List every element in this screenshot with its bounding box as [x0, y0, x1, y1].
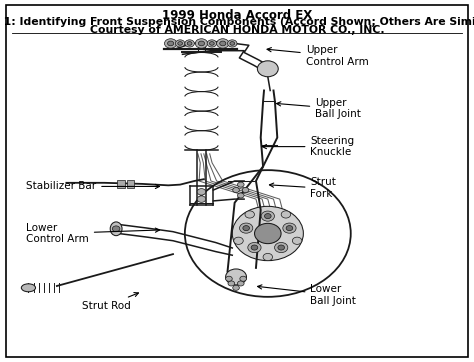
Circle shape [257, 61, 278, 77]
Circle shape [286, 226, 293, 231]
Circle shape [243, 226, 249, 231]
Circle shape [264, 214, 271, 219]
Circle shape [233, 285, 239, 290]
Circle shape [228, 281, 235, 286]
Circle shape [237, 193, 244, 198]
Circle shape [237, 281, 244, 286]
Circle shape [164, 39, 177, 48]
Circle shape [185, 40, 194, 47]
Ellipse shape [110, 222, 122, 236]
Circle shape [195, 39, 208, 48]
Circle shape [178, 42, 182, 45]
Text: Lower
Control Arm: Lower Control Arm [26, 223, 160, 244]
Circle shape [210, 42, 214, 45]
Circle shape [239, 223, 253, 233]
Circle shape [197, 189, 206, 195]
Text: Upper
Control Arm: Upper Control Arm [267, 45, 368, 67]
Circle shape [274, 243, 288, 253]
Circle shape [197, 196, 206, 202]
Circle shape [233, 188, 239, 193]
Text: Stabilizer Bar: Stabilizer Bar [26, 181, 160, 191]
Circle shape [198, 41, 204, 46]
Circle shape [283, 223, 296, 233]
Circle shape [251, 245, 258, 250]
Text: Steering
Knuckle: Steering Knuckle [262, 136, 355, 157]
Circle shape [242, 188, 249, 193]
Circle shape [112, 226, 120, 232]
Circle shape [292, 237, 302, 244]
Circle shape [219, 41, 226, 46]
Text: Fig. 1: Identifying Front Suspension Components (Accord Shown; Others Are Simila: Fig. 1: Identifying Front Suspension Com… [0, 17, 474, 27]
Circle shape [230, 42, 235, 45]
Circle shape [281, 211, 291, 218]
Text: Lower
Ball Joint: Lower Ball Joint [257, 284, 356, 306]
Circle shape [237, 182, 244, 187]
Text: Strut Rod: Strut Rod [82, 292, 138, 311]
Circle shape [187, 42, 192, 45]
Circle shape [240, 276, 246, 281]
Circle shape [278, 245, 284, 250]
Circle shape [263, 253, 273, 261]
Circle shape [228, 40, 237, 47]
Bar [117, 180, 125, 188]
Circle shape [261, 211, 274, 221]
Text: 1999 Honda Accord EX: 1999 Honda Accord EX [162, 9, 312, 22]
Circle shape [232, 206, 303, 261]
Circle shape [168, 41, 173, 46]
Circle shape [226, 276, 232, 281]
Text: Strut
Fork: Strut Fork [269, 177, 337, 199]
Bar [127, 180, 134, 188]
Circle shape [248, 243, 261, 253]
Circle shape [245, 211, 255, 218]
Circle shape [234, 237, 243, 244]
Circle shape [255, 223, 281, 244]
Circle shape [226, 269, 246, 285]
Circle shape [207, 40, 217, 47]
Circle shape [217, 39, 229, 48]
Circle shape [175, 40, 185, 47]
Ellipse shape [21, 284, 36, 292]
Text: Courtesy of AMERICAN HONDA MOTOR CO., INC.: Courtesy of AMERICAN HONDA MOTOR CO., IN… [90, 25, 384, 35]
Text: Upper
Ball Joint: Upper Ball Joint [276, 98, 361, 119]
